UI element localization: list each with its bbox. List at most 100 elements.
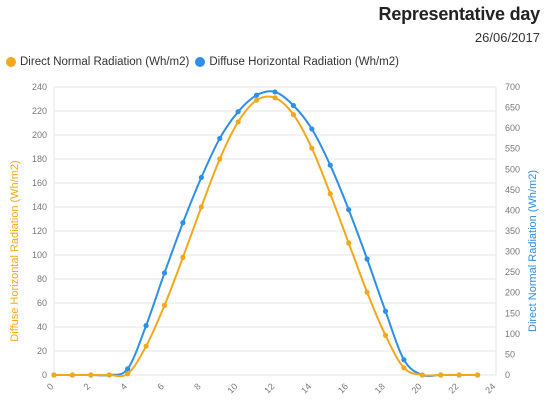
right-tick-label: 50	[505, 349, 515, 359]
series-point-direct	[364, 289, 370, 295]
legend-swatch-direct	[6, 57, 16, 67]
series-point-direct	[161, 302, 168, 308]
left-tick-label: 140	[32, 202, 47, 212]
left-tick-label: 180	[32, 154, 47, 164]
left-tick-label: 220	[32, 106, 47, 116]
series-point-diffuse	[382, 308, 389, 314]
right-tick-label: 650	[505, 103, 520, 113]
series-point-diffuse	[143, 323, 149, 329]
right-tick-label: 250	[505, 267, 520, 277]
series-point-direct	[106, 372, 112, 378]
right-tick-label: 350	[505, 226, 520, 236]
series-point-diffuse	[125, 366, 131, 372]
left-tick-label: 80	[37, 274, 47, 284]
left-tick-label: 200	[32, 130, 47, 140]
series-point-direct	[401, 365, 407, 371]
x-tick-label: 12	[262, 381, 276, 395]
series-point-direct	[198, 204, 204, 210]
series-point-direct	[290, 112, 297, 118]
x-tick-label: 0	[45, 381, 56, 392]
x-tick-label: 24	[483, 381, 497, 395]
series-point-diffuse	[198, 174, 204, 181]
series-point-direct	[235, 119, 241, 125]
right-tick-label: 600	[505, 123, 520, 133]
series-point-diffuse	[253, 92, 260, 98]
right-tick-label: 150	[505, 308, 520, 318]
series-point-diffuse	[401, 357, 407, 363]
x-tick-label: 2	[82, 381, 93, 392]
series-point-diffuse	[161, 270, 168, 276]
series-point-direct	[419, 372, 425, 378]
x-tick-label: 22	[446, 381, 460, 395]
series-point-direct	[143, 343, 149, 349]
legend-label-diffuse: Diffuse Horizontal Radiation (Wh/m2)	[209, 56, 399, 68]
legend-item-diffuse[interactable]: Diffuse Horizontal Radiation (Wh/m2)	[195, 56, 399, 68]
x-tick-label: 10	[225, 381, 239, 395]
left-tick-label: 20	[37, 346, 47, 356]
series-point-direct	[272, 95, 278, 101]
series-line-diffuse	[54, 90, 478, 378]
left-tick-label: 120	[32, 226, 47, 236]
series-point-direct	[217, 156, 223, 162]
series-point-direct	[69, 372, 76, 378]
series-point-direct	[438, 372, 444, 378]
series-point-direct	[474, 372, 481, 378]
legend-label-direct: Direct Normal Radiation (Wh/m2)	[20, 56, 190, 68]
series-point-diffuse	[327, 162, 333, 168]
x-axis-ticks: 0 2 4 6 8 10 12 14 16 18 20 22 24	[45, 381, 498, 395]
series-point-direct	[346, 240, 352, 246]
left-tick-label: 100	[32, 250, 47, 260]
series-point-direct	[382, 332, 389, 338]
right-tick-label: 200	[505, 288, 520, 298]
series-point-diffuse	[235, 109, 241, 115]
right-tick-label: 700	[505, 82, 520, 92]
series-layer	[51, 89, 481, 378]
left-tick-label: 0	[42, 370, 47, 380]
right-tick-label: 100	[505, 329, 520, 339]
series-point-diffuse	[364, 256, 370, 262]
series-point-direct	[51, 372, 57, 378]
x-tick-label: 8	[192, 381, 203, 392]
x-tick-label: 14	[299, 381, 313, 395]
series-point-diffuse	[346, 207, 352, 213]
series-point-diffuse	[290, 102, 297, 109]
x-tick-label: 18	[373, 381, 387, 395]
grid-lines	[53, 86, 497, 376]
left-tick-label: 40	[37, 322, 47, 332]
right-tick-label: 550	[505, 144, 520, 154]
right-tick-label: 0	[505, 370, 510, 380]
legend-swatch-diffuse	[195, 57, 206, 67]
series-point-direct	[180, 254, 186, 260]
series-point-direct	[125, 371, 131, 377]
series-line-direct	[54, 95, 478, 378]
x-tick-label: 4	[118, 381, 129, 392]
x-tick-label: 20	[410, 381, 424, 395]
right-axis-title: Direct Normal Radiation (Wh/m2)	[527, 170, 539, 332]
left-tick-label: 240	[32, 82, 47, 92]
chart-date: 26/06/2017	[474, 30, 540, 45]
series-point-direct	[327, 191, 333, 197]
left-tick-label: 60	[37, 298, 47, 308]
right-tick-label: 400	[505, 205, 520, 215]
series-point-diffuse	[309, 126, 315, 132]
x-tick-label: 6	[155, 381, 166, 392]
right-tick-label: 450	[505, 185, 520, 195]
series-point-direct	[456, 372, 462, 378]
series-point-direct	[253, 97, 260, 103]
series-point-diffuse	[180, 220, 186, 226]
left-axis-ticks: 0 20 40 60 80 100 120 140 160 180 200 220 240	[32, 82, 47, 380]
series-point-diffuse	[272, 89, 278, 95]
legend-item-direct[interactable]: Direct Normal Radiation (Wh/m2)	[6, 56, 189, 68]
series-point-diffuse	[217, 135, 223, 142]
left-axis-title: Diffuse Horizontal Radiation (Wh/m2)	[9, 160, 21, 341]
series-point-direct	[309, 145, 315, 151]
left-tick-label: 160	[32, 178, 47, 188]
legend: Direct Normal Radiation (Wh/m2) Diffuse …	[6, 56, 405, 68]
right-tick-label: 500	[505, 164, 520, 174]
right-axis-ticks: 0 50 100 150 200 250 300 350 400 450 500 550 600 650 7…	[505, 82, 520, 380]
x-tick-label: 16	[336, 381, 350, 395]
right-tick-label: 300	[505, 247, 520, 257]
chart-title: Representative day	[378, 4, 541, 24]
series-point-direct	[88, 372, 94, 378]
